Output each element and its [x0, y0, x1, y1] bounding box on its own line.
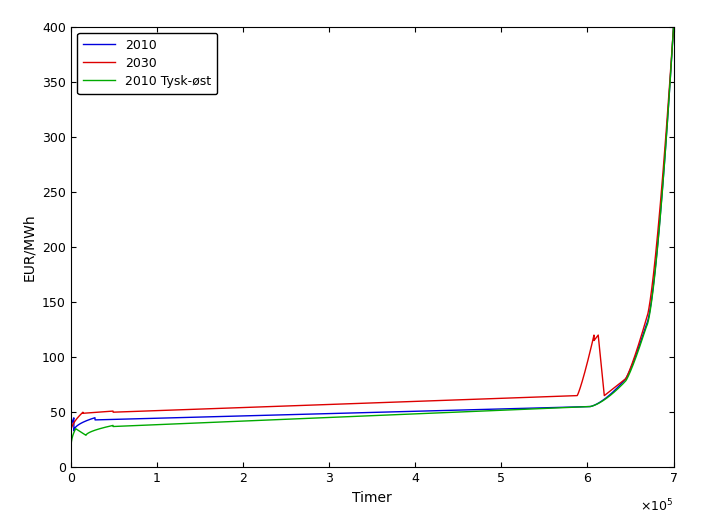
2010 Tysk-øst — [669, 23, 678, 30]
2030 — [91, 409, 100, 416]
Legend: 2010, 2030, 2010 Tysk-øst: 2010, 2030, 2010 Tysk-øst — [77, 33, 217, 95]
Text: $\times 10^5$: $\times 10^5$ — [640, 498, 674, 515]
X-axis label: Timer: Timer — [352, 491, 392, 504]
Line: 2010: 2010 — [71, 27, 674, 431]
2030 — [637, 331, 646, 338]
2010 — [669, 23, 678, 30]
2030 — [669, 23, 678, 30]
2010 Tysk-øst — [69, 430, 78, 436]
2010 — [362, 409, 370, 416]
Line: 2010 Tysk-øst: 2010 Tysk-øst — [71, 27, 674, 451]
2010 Tysk-øst — [91, 427, 100, 433]
2010 — [69, 415, 78, 422]
Line: 2030: 2030 — [71, 27, 674, 431]
2030 — [103, 408, 111, 415]
2010 — [185, 414, 194, 421]
2010 Tysk-øst — [637, 338, 646, 344]
2030 — [67, 428, 75, 434]
2010 — [67, 428, 75, 434]
2030 — [185, 406, 194, 413]
2010 Tysk-øst — [185, 420, 194, 426]
2010 Tysk-øst — [103, 424, 111, 430]
2030 — [362, 400, 370, 406]
Y-axis label: EUR/MWh: EUR/MWh — [23, 213, 37, 281]
2010 — [91, 417, 100, 423]
2010 Tysk-øst — [362, 413, 370, 419]
2030 — [69, 420, 78, 426]
2010 — [637, 336, 646, 342]
2010 — [103, 416, 111, 423]
2010 Tysk-øst — [67, 448, 75, 454]
